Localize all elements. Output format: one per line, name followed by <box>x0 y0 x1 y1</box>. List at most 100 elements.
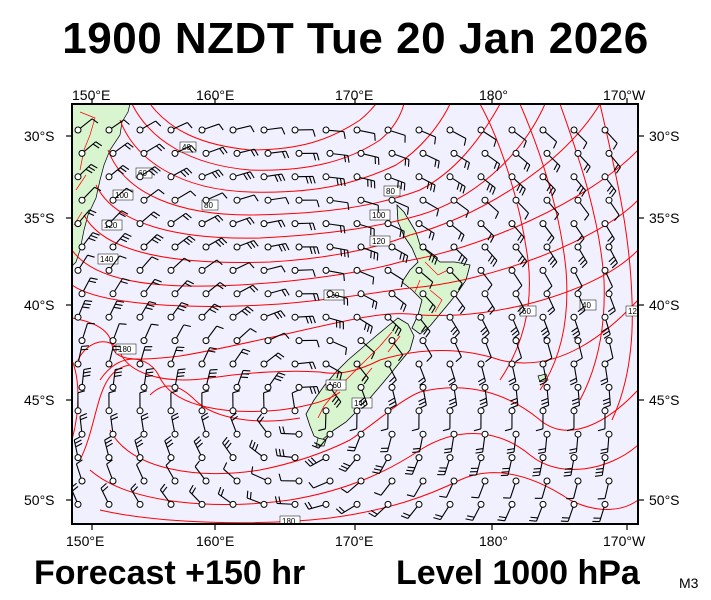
wind-barb <box>418 383 427 409</box>
wind-barb <box>450 290 466 315</box>
wind-barb <box>570 173 587 197</box>
wind-barb <box>171 190 197 204</box>
wind-barb <box>318 407 330 432</box>
wind-barb <box>481 290 496 315</box>
wind-barb <box>537 430 551 454</box>
wind-barb <box>72 482 82 508</box>
wind-barb <box>570 220 585 245</box>
wind-barb <box>570 266 583 292</box>
wind-barb <box>105 164 130 181</box>
wind-barb <box>322 173 346 187</box>
wind-barb <box>105 300 125 321</box>
wind-barb <box>164 435 175 462</box>
wind-barb <box>78 367 92 391</box>
lat-label-left: 30°S <box>24 128 55 144</box>
wind-barb <box>353 126 376 141</box>
wind-barb <box>497 500 516 522</box>
wind-barb <box>465 500 485 521</box>
wind-barb <box>475 430 489 454</box>
wind-barb <box>274 496 299 508</box>
lon-label-bottom: 160°E <box>196 533 234 549</box>
wind-barb <box>601 266 613 292</box>
wind-barb <box>229 171 255 181</box>
wind-barb <box>357 337 376 360</box>
wind-barb <box>405 454 423 475</box>
wind-barb <box>326 149 350 163</box>
wind-barb <box>448 383 458 409</box>
svg-text:160: 160 <box>328 381 342 390</box>
wind-barb <box>78 322 95 345</box>
wind-barb <box>574 290 586 316</box>
lon-label-top: 180° <box>479 87 508 103</box>
lat-label-left: 50°S <box>24 492 55 508</box>
svg-text:40: 40 <box>582 301 591 310</box>
wind-barb <box>171 235 196 251</box>
wind-barb <box>74 118 99 134</box>
wind-barb <box>200 412 210 438</box>
wind-barb <box>136 390 148 415</box>
wind-barb <box>295 196 320 208</box>
wind-barb <box>574 243 588 269</box>
wind-barb <box>529 500 547 522</box>
wind-barb <box>419 337 433 362</box>
wind-barb <box>167 121 193 134</box>
wind-barb <box>605 290 616 316</box>
wind-barb <box>171 145 197 157</box>
wind-barb <box>260 390 271 415</box>
lon-label-top: 170°E <box>335 87 373 103</box>
wind-barb <box>512 290 526 316</box>
wind-barb <box>357 383 368 410</box>
wind-barb <box>78 413 88 438</box>
wind-barb <box>415 220 435 241</box>
wind-barb <box>171 412 179 438</box>
wind-barb <box>198 169 224 181</box>
wind-barb <box>510 383 520 409</box>
contour-label: 120 <box>625 305 638 317</box>
wind-barb <box>233 194 259 204</box>
wind-barb <box>295 243 320 255</box>
wind-barb <box>140 323 159 345</box>
wind-barb <box>136 256 159 274</box>
lon-label-bottom: 170°E <box>335 533 373 549</box>
wind-barb <box>539 220 555 245</box>
wind-barb <box>574 149 591 174</box>
wind-barb <box>543 290 556 316</box>
wind-barb <box>406 477 427 498</box>
wind-barb <box>512 243 528 268</box>
wind-barb <box>347 430 365 452</box>
wind-barb <box>278 426 303 438</box>
wind-barb <box>506 430 520 454</box>
wind-barb <box>109 367 123 391</box>
wind-barb <box>446 173 466 194</box>
wind-barb <box>167 346 185 368</box>
wind-barb <box>569 430 582 455</box>
wind-barb <box>543 243 558 268</box>
wind-barb <box>233 148 259 157</box>
wind-barb <box>109 232 132 251</box>
wind-barb <box>130 483 144 508</box>
wind-barb <box>260 265 286 274</box>
wind-barb <box>349 407 361 432</box>
wind-barb <box>295 383 320 394</box>
wind-barb <box>251 466 272 485</box>
wind-barb <box>105 210 129 228</box>
wind-barb <box>541 383 551 409</box>
svg-text:60: 60 <box>522 307 531 316</box>
wind-barb <box>481 196 499 219</box>
lat-label-right: 30°S <box>649 128 680 144</box>
wind-barb <box>388 243 409 264</box>
lon-label-bottom: 150°E <box>66 533 104 549</box>
wind-barb <box>229 348 251 368</box>
wind-barb <box>543 337 553 363</box>
wind-barb <box>233 369 251 391</box>
wind-barb <box>353 360 369 385</box>
wind-barb <box>415 173 436 193</box>
wind-barb <box>560 500 578 522</box>
wind-barb <box>419 149 440 169</box>
wind-barb <box>171 280 194 298</box>
wind-barb <box>597 477 613 500</box>
wind-barb <box>477 173 496 195</box>
wind-barb <box>222 436 237 462</box>
wind-barb <box>388 196 410 215</box>
wind-barb <box>504 407 516 432</box>
